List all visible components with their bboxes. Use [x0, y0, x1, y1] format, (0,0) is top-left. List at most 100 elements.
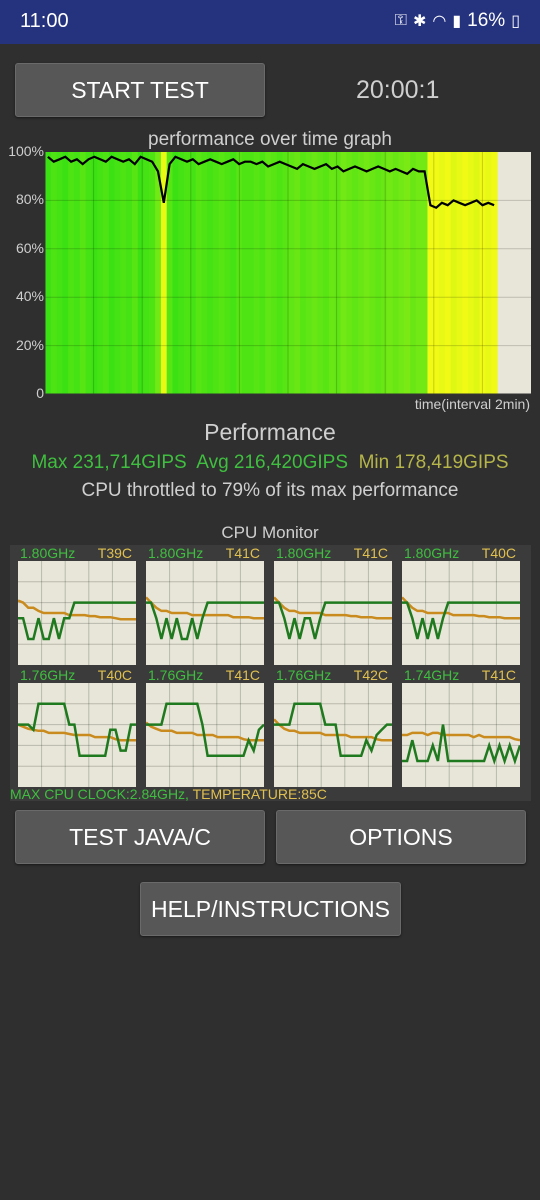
cpu-core-cell: 1.74GHz T41C: [402, 667, 520, 789]
perf-bar: [282, 152, 289, 394]
perf-bar: [299, 152, 307, 394]
core-temperature: T41C: [481, 667, 516, 683]
perf-bar: [247, 152, 255, 394]
perf-bar: [381, 152, 388, 394]
start-test-button[interactable]: START TEST: [15, 63, 265, 117]
perf-bar: [276, 152, 284, 394]
help-instructions-button[interactable]: HELP/INSTRUCTIONS: [140, 882, 401, 936]
perf-bar: [120, 152, 127, 394]
perf-bar: [73, 152, 81, 394]
perf-bar: [45, 152, 52, 394]
bluetooth-icon: ✱: [412, 13, 427, 30]
core-temperature: T41C: [225, 545, 260, 561]
perf-bar: [97, 152, 104, 394]
core-graph: [146, 561, 264, 665]
perf-bar: [85, 152, 92, 394]
core-frequency: 1.74GHz: [404, 667, 460, 683]
perf-bar: [294, 152, 301, 394]
perf-bar: [259, 152, 266, 394]
status-icons: ⚿ ✱ ◠ ▮ 16% ▯: [395, 10, 520, 32]
core-graph: [274, 561, 392, 665]
perf-bar: [439, 152, 446, 394]
perf-bar: [189, 152, 197, 394]
temperature-trace: [402, 596, 520, 620]
perf-bar: [230, 152, 237, 394]
avg-stat: Avg 216,420GIPS: [196, 452, 348, 473]
perf-bar: [50, 152, 58, 394]
perf-bar: [340, 152, 347, 394]
frequency-trace: [146, 702, 264, 758]
performance-line: [47, 155, 495, 209]
perf-bar: [201, 152, 208, 394]
perf-bar: [108, 152, 116, 394]
perf-bar: [271, 152, 278, 394]
cpu-core-cell: 1.80GHz T39C: [18, 545, 136, 667]
performance-graph: [44, 152, 531, 395]
core-frequency: 1.80GHz: [404, 545, 460, 561]
battery-level: 16%: [467, 10, 506, 31]
core-frequency: 1.80GHz: [148, 545, 204, 561]
perf-bar: [328, 152, 336, 394]
frequency-trace: [18, 702, 136, 758]
perf-bar: [131, 152, 139, 394]
perf-bar: [265, 152, 272, 394]
throttle-text: CPU throttled to 79% of its max performa…: [81, 480, 459, 501]
perf-bar: [149, 152, 156, 394]
perf-bar: [68, 152, 75, 394]
frequency-trace: [402, 724, 520, 766]
temperature-trace: [274, 718, 392, 742]
cpu-core-cell: 1.80GHz T41C: [146, 545, 264, 667]
max-temperature: TEMPERATURE:85C: [192, 786, 327, 802]
perf-bar: [456, 152, 463, 394]
perf-bar: [357, 152, 365, 394]
perf-bar: [236, 152, 243, 394]
temperature-trace: [146, 596, 264, 620]
core-temperature: T42C: [353, 667, 388, 683]
temperature-trace: [18, 599, 136, 621]
options-button[interactable]: OPTIONS: [276, 810, 526, 864]
temperature-trace: [402, 731, 520, 742]
min-stat: Min 178,419GIPS: [358, 452, 509, 473]
perf-bar: [427, 152, 434, 394]
perf-bar: [473, 152, 481, 394]
test-java-button[interactable]: TEST JAVA/C: [15, 810, 265, 864]
cpu-monitor: 1.80GHz T39C 1.80GHz T41C 1.80GHz T41C 1.80GHz…: [10, 545, 531, 801]
perf-bar: [207, 152, 214, 394]
perf-bar: [433, 152, 440, 394]
perf-bar: [369, 152, 376, 394]
core-graph: [402, 683, 520, 787]
core-temperature: T40C: [97, 667, 132, 683]
perf-bar: [91, 152, 98, 394]
cpu-core-cell: 1.76GHz T40C: [18, 667, 136, 789]
cpu-monitor-footer: MAX CPU CLOCK:2.84GHz, TEMPERATURE:85C: [10, 786, 327, 802]
core-graph: [274, 683, 392, 787]
frequency-trace: [274, 601, 392, 640]
perf-bar: [352, 152, 359, 394]
wifi-icon: ◠: [432, 13, 447, 30]
frequency-trace: [146, 601, 264, 641]
perf-bar: [479, 152, 487, 394]
perf-bar: [288, 152, 295, 394]
perf-bar: [375, 152, 382, 394]
core-frequency: 1.76GHz: [20, 667, 76, 683]
perf-bar: [213, 152, 220, 394]
status-time: 11:00: [20, 10, 69, 32]
perf-bar: [404, 152, 411, 394]
core-frequency: 1.80GHz: [276, 545, 332, 561]
perf-bar: [218, 152, 226, 394]
perf-bar: [195, 152, 203, 394]
perf-bar: [386, 152, 394, 394]
timer-display: 20:00:1: [356, 76, 440, 104]
y-tick-20: 20%: [15, 337, 44, 353]
perf-bar: [346, 152, 353, 394]
y-tick-40: 40%: [15, 288, 44, 304]
max-stat: Max 231,714GIPS: [31, 452, 187, 473]
core-graph: [18, 683, 136, 787]
perf-bar: [450, 152, 458, 394]
perf-bar: [166, 152, 174, 394]
y-tick-100: 100%: [8, 143, 44, 159]
cpu-monitor-title: CPU Monitor: [221, 523, 319, 542]
signal-icon: ▮: [452, 13, 462, 30]
cpu-core-cell: 1.76GHz T42C: [274, 667, 392, 789]
core-temperature: T41C: [353, 545, 388, 561]
